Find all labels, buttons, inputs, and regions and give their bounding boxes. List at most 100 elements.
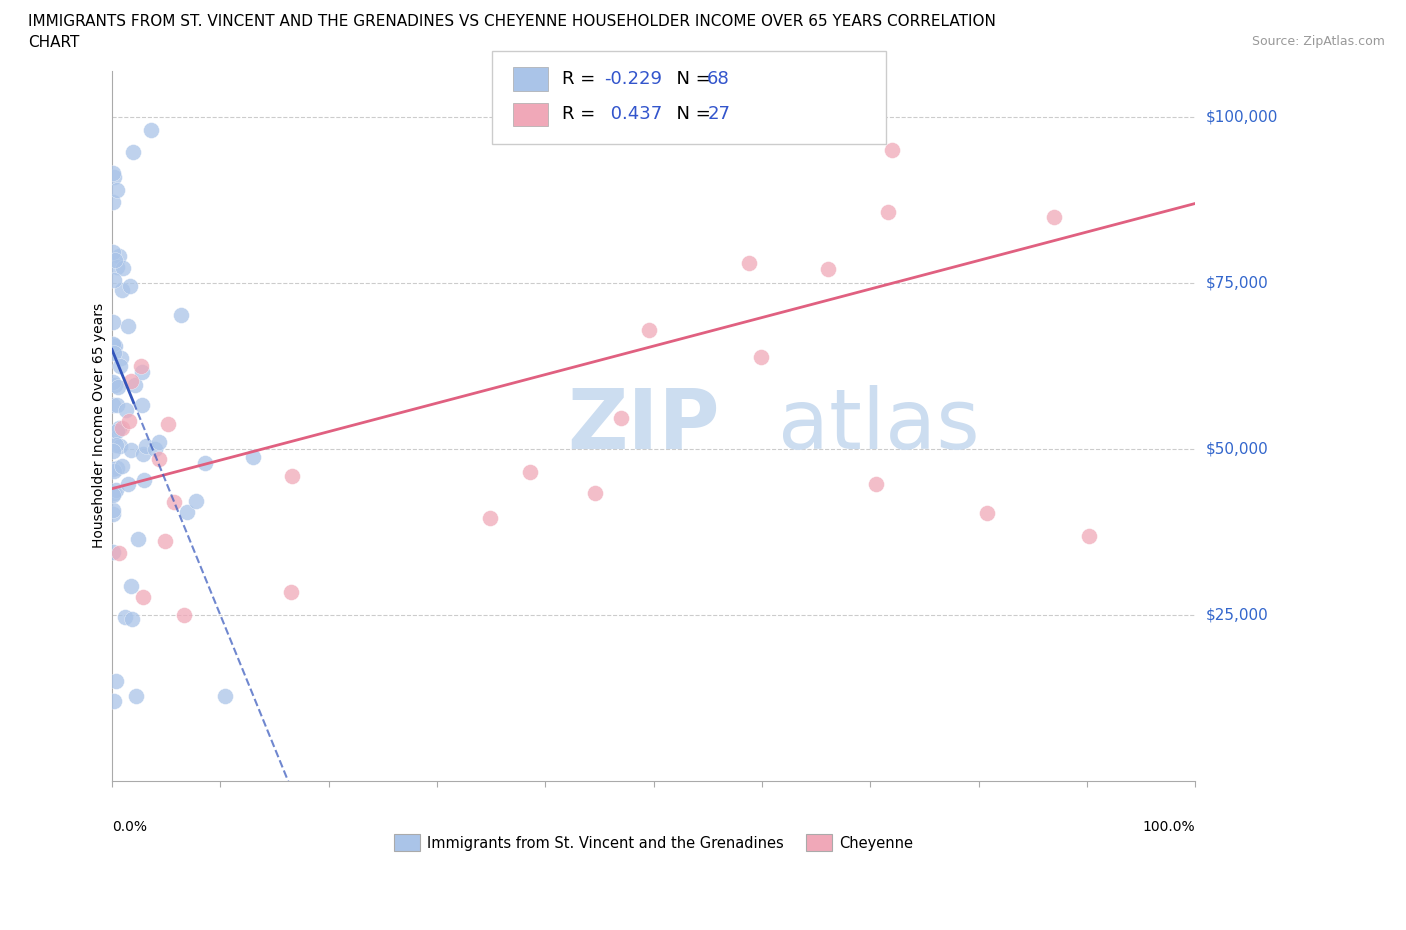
Point <box>114 402 136 417</box>
Point <box>817 262 839 277</box>
Point <box>1043 209 1066 224</box>
Point <box>120 579 142 594</box>
Point <box>111 260 134 275</box>
Point <box>103 346 125 361</box>
Point <box>125 688 148 703</box>
Point <box>583 485 606 500</box>
Text: R =: R = <box>562 70 602 88</box>
Point <box>120 443 142 458</box>
Text: CHART: CHART <box>28 35 80 50</box>
Point <box>101 487 124 502</box>
Point <box>105 423 128 438</box>
Point <box>104 437 127 452</box>
Point <box>101 545 124 560</box>
Point <box>101 166 124 180</box>
Point <box>104 378 127 392</box>
Point <box>103 170 125 185</box>
Point <box>214 688 236 703</box>
Point <box>124 378 146 392</box>
Point <box>111 458 134 473</box>
Point <box>101 398 124 413</box>
Legend: Immigrants from St. Vincent and the Grenadines, Cheyenne: Immigrants from St. Vincent and the Gren… <box>387 827 921 858</box>
Point <box>176 505 198 520</box>
Point <box>976 505 998 520</box>
Point <box>104 673 127 688</box>
Point <box>105 182 128 197</box>
Point <box>120 278 142 293</box>
Point <box>103 485 125 500</box>
Point <box>101 444 124 458</box>
Point <box>638 323 661 338</box>
Point <box>877 204 900 219</box>
Point <box>738 255 761 270</box>
Point <box>110 351 132 365</box>
Point <box>148 451 170 466</box>
Point <box>111 420 134 435</box>
Text: 68: 68 <box>707 70 730 88</box>
Y-axis label: Householder Income Over 65 years: Householder Income Over 65 years <box>93 303 107 549</box>
Point <box>131 365 153 379</box>
Point <box>104 252 127 267</box>
Point <box>101 375 124 390</box>
Point <box>101 432 124 446</box>
Point <box>186 493 208 508</box>
Text: 0.0%: 0.0% <box>112 819 146 833</box>
Point <box>105 397 128 412</box>
Text: 0.437: 0.437 <box>605 105 662 124</box>
Point <box>141 123 163 138</box>
Point <box>110 439 132 454</box>
Point <box>132 446 155 461</box>
Point <box>104 339 127 353</box>
Text: IMMIGRANTS FROM ST. VINCENT AND THE GRENADINES VS CHEYENNE HOUSEHOLDER INCOME OV: IMMIGRANTS FROM ST. VINCENT AND THE GREN… <box>28 14 995 29</box>
Point <box>132 473 155 488</box>
Point <box>117 319 139 334</box>
Point <box>101 507 124 522</box>
Text: -0.229: -0.229 <box>605 70 662 88</box>
Text: 27: 27 <box>707 105 730 124</box>
Point <box>163 495 186 510</box>
Point <box>173 607 195 622</box>
Point <box>117 477 139 492</box>
Text: 100.0%: 100.0% <box>1143 819 1195 833</box>
Point <box>114 610 136 625</box>
Point <box>153 534 176 549</box>
Point <box>122 144 145 159</box>
Text: $100,000: $100,000 <box>1206 110 1278 125</box>
Point <box>108 546 131 561</box>
Point <box>101 461 124 476</box>
Text: Source: ZipAtlas.com: Source: ZipAtlas.com <box>1251 35 1385 48</box>
Point <box>880 143 903 158</box>
Point <box>156 417 179 432</box>
Point <box>104 483 127 498</box>
Text: $50,000: $50,000 <box>1206 442 1268 457</box>
Point <box>103 338 125 352</box>
Point <box>148 434 170 449</box>
Point <box>194 456 217 471</box>
Point <box>609 411 631 426</box>
Point <box>120 374 142 389</box>
Point <box>103 272 125 287</box>
Text: $75,000: $75,000 <box>1206 275 1268 290</box>
Point <box>108 248 131 263</box>
Point <box>108 359 131 374</box>
Point <box>865 476 887 491</box>
Text: $25,000: $25,000 <box>1206 607 1268 622</box>
Point <box>105 259 128 274</box>
Text: N =: N = <box>665 105 717 124</box>
Point <box>101 314 124 329</box>
Point <box>103 694 125 709</box>
Point <box>110 283 132 298</box>
Point <box>121 612 143 627</box>
Point <box>519 465 541 480</box>
Text: atlas: atlas <box>778 385 980 466</box>
Point <box>132 590 155 604</box>
Text: N =: N = <box>665 70 717 88</box>
Point <box>1078 528 1101 543</box>
Point <box>101 340 124 355</box>
Point <box>101 502 124 517</box>
Point <box>131 398 153 413</box>
Point <box>129 359 152 374</box>
Point <box>103 464 125 479</box>
Text: R =: R = <box>562 105 602 124</box>
Point <box>242 449 264 464</box>
